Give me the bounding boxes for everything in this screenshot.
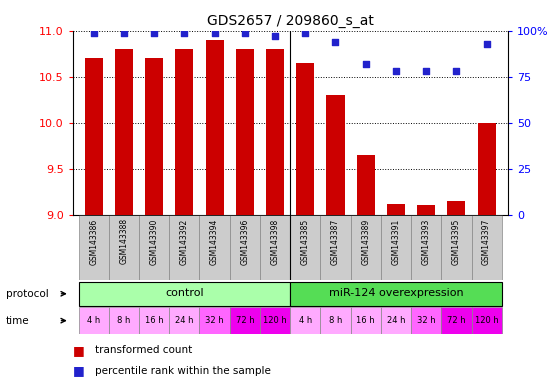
Bar — [448, 201, 465, 215]
Bar — [441, 307, 472, 334]
Point — [271, 33, 280, 39]
Title: GDS2657 / 209860_s_at: GDS2657 / 209860_s_at — [206, 14, 374, 28]
Bar — [320, 307, 350, 334]
Bar — [441, 215, 472, 280]
Point — [150, 30, 158, 36]
Text: GSM143393: GSM143393 — [422, 218, 431, 265]
Text: GSM143391: GSM143391 — [392, 218, 401, 265]
Point — [301, 30, 310, 36]
Bar — [260, 215, 290, 280]
Text: GSM143390: GSM143390 — [150, 218, 158, 265]
Bar — [230, 307, 260, 334]
Bar — [326, 95, 345, 215]
Bar — [79, 215, 109, 280]
Bar — [350, 307, 381, 334]
Text: 32 h: 32 h — [417, 316, 435, 325]
Text: 8 h: 8 h — [329, 316, 342, 325]
Bar — [79, 307, 109, 334]
Bar — [290, 282, 502, 306]
Text: transformed count: transformed count — [95, 345, 192, 355]
Text: GSM143395: GSM143395 — [452, 218, 461, 265]
Text: GSM143387: GSM143387 — [331, 218, 340, 265]
Text: 120 h: 120 h — [263, 316, 287, 325]
Text: 120 h: 120 h — [475, 316, 498, 325]
Text: protocol: protocol — [6, 289, 49, 299]
Bar — [296, 63, 314, 215]
Text: 4 h: 4 h — [299, 316, 312, 325]
Bar — [357, 155, 375, 215]
Text: GSM143386: GSM143386 — [89, 218, 98, 265]
Point — [240, 30, 249, 36]
Text: GSM143392: GSM143392 — [180, 218, 189, 265]
Text: percentile rank within the sample: percentile rank within the sample — [95, 366, 271, 376]
Bar — [109, 307, 139, 334]
Point — [89, 30, 98, 36]
Text: time: time — [6, 316, 29, 326]
Point — [392, 68, 401, 74]
Bar — [381, 215, 411, 280]
Bar — [205, 40, 224, 215]
Text: 32 h: 32 h — [205, 316, 224, 325]
Bar — [169, 307, 200, 334]
Point — [482, 41, 491, 47]
Text: 72 h: 72 h — [447, 316, 466, 325]
Bar — [200, 307, 230, 334]
Bar — [109, 215, 139, 280]
Bar — [320, 215, 350, 280]
Bar — [139, 215, 169, 280]
Bar — [472, 307, 502, 334]
Point — [119, 30, 128, 36]
Bar — [235, 49, 254, 215]
Bar — [139, 307, 169, 334]
Bar — [85, 58, 103, 215]
Bar — [230, 215, 260, 280]
Point — [452, 68, 461, 74]
Text: 72 h: 72 h — [235, 316, 254, 325]
Text: 16 h: 16 h — [357, 316, 375, 325]
Bar — [266, 49, 284, 215]
Bar — [411, 215, 441, 280]
Point — [331, 39, 340, 45]
Bar — [169, 215, 200, 280]
Bar — [350, 215, 381, 280]
Text: 8 h: 8 h — [117, 316, 131, 325]
Text: 4 h: 4 h — [87, 316, 100, 325]
Bar — [115, 49, 133, 215]
Text: ■: ■ — [73, 364, 84, 377]
Bar — [381, 307, 411, 334]
Point — [180, 30, 189, 36]
Bar — [411, 307, 441, 334]
Bar — [290, 307, 320, 334]
Bar — [175, 49, 194, 215]
Point — [361, 61, 370, 67]
Bar — [478, 123, 496, 215]
Bar — [79, 282, 290, 306]
Bar — [472, 215, 502, 280]
Text: GSM143385: GSM143385 — [301, 218, 310, 265]
Text: GSM143398: GSM143398 — [271, 218, 280, 265]
Bar — [200, 215, 230, 280]
Text: GSM143396: GSM143396 — [240, 218, 249, 265]
Bar — [417, 205, 435, 215]
Text: GSM143389: GSM143389 — [361, 218, 370, 265]
Text: GSM143397: GSM143397 — [482, 218, 491, 265]
Text: 24 h: 24 h — [387, 316, 405, 325]
Text: control: control — [165, 288, 204, 298]
Text: GSM143388: GSM143388 — [119, 218, 128, 265]
Point — [422, 68, 431, 74]
Bar — [260, 307, 290, 334]
Text: GSM143394: GSM143394 — [210, 218, 219, 265]
Point — [210, 30, 219, 36]
Bar — [145, 58, 163, 215]
Text: miR-124 overexpression: miR-124 overexpression — [329, 288, 463, 298]
Text: ■: ■ — [73, 344, 84, 357]
Text: 24 h: 24 h — [175, 316, 194, 325]
Bar — [387, 204, 405, 215]
Bar — [290, 215, 320, 280]
Text: 16 h: 16 h — [145, 316, 163, 325]
